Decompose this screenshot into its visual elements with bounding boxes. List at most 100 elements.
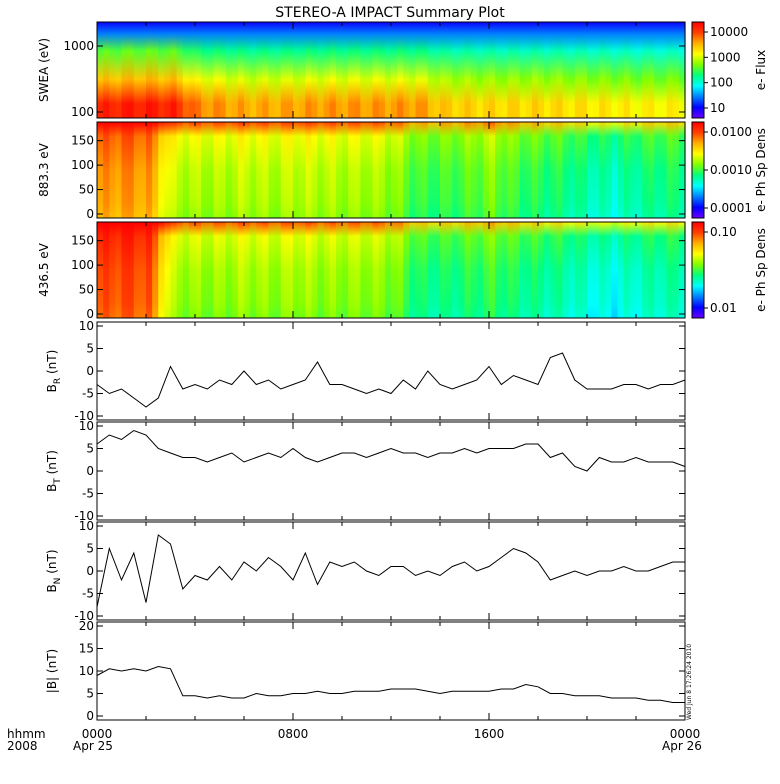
heatmap-cell xyxy=(660,122,668,218)
heatmap-cell xyxy=(636,22,643,118)
heatmap-cell xyxy=(384,22,392,118)
heatmap-cell xyxy=(623,22,631,118)
heatmap-cell xyxy=(237,222,245,318)
heatmap-cell xyxy=(599,222,606,318)
heatmap-cell xyxy=(335,222,343,318)
heatmap-cell xyxy=(391,22,398,118)
heatmap-cell xyxy=(372,122,380,218)
heatmap-cell xyxy=(127,222,135,318)
heatmap-cell xyxy=(115,122,123,218)
y-tick-label: 10 xyxy=(79,519,94,533)
heatmap-cell xyxy=(244,222,251,318)
heatmap-cell xyxy=(133,222,141,318)
heatmap-cell xyxy=(139,222,147,318)
heatmap-cell xyxy=(556,222,564,318)
heatmap-cell xyxy=(397,22,404,118)
heatmap-cell xyxy=(593,222,600,318)
heatmap-cell xyxy=(335,22,343,118)
panel-4: 10 5 0 -5 -10 BR (nT) xyxy=(45,319,686,423)
heatmap-cell xyxy=(660,22,668,118)
heatmap-cell xyxy=(207,122,214,218)
heatmap-cell xyxy=(495,222,502,318)
colorbar-label: e- Flux xyxy=(754,50,768,90)
heatmap-cell xyxy=(97,122,104,218)
colorbar-label: e- Ph Sp Dens xyxy=(754,228,768,312)
heatmap-cell xyxy=(654,22,662,118)
heatmap-cell xyxy=(666,222,674,318)
y-tick-label: 10 xyxy=(79,319,94,333)
heatmap-cell xyxy=(623,122,631,218)
heatmap-cell xyxy=(378,122,386,218)
heatmap-cell xyxy=(587,22,594,118)
heatmap-cell xyxy=(97,222,104,318)
y-tick-label: 5 xyxy=(86,342,94,356)
heatmap-cell xyxy=(176,22,184,118)
heatmap-cell xyxy=(317,222,325,318)
heatmap-cell xyxy=(109,22,116,118)
colorbar xyxy=(691,21,705,119)
heatmap-cell xyxy=(250,122,257,218)
y-tick-label: -5 xyxy=(82,387,94,401)
heatmap-cell xyxy=(525,222,533,318)
heatmap-cell xyxy=(636,122,643,218)
heatmap-cell xyxy=(103,22,110,118)
y-tick-label: 100 xyxy=(71,258,94,272)
heatmap-cell xyxy=(323,122,331,218)
y-tick-label: 100 xyxy=(71,105,94,119)
heatmap-cell xyxy=(323,222,331,318)
heatmap-cell xyxy=(538,222,545,318)
heatmap-cell xyxy=(121,22,129,118)
heatmap-cell xyxy=(678,122,686,218)
heatmap-cell xyxy=(562,22,570,118)
heatmap-cell xyxy=(550,122,557,218)
heatmap-cell xyxy=(476,122,484,218)
heatmap-cell xyxy=(538,122,545,218)
heatmap-cell xyxy=(531,22,539,118)
heatmap-cell xyxy=(611,22,619,118)
heatmap-cell xyxy=(513,222,521,318)
heatmap-cell xyxy=(188,122,196,218)
heatmap-cell xyxy=(293,222,300,318)
y-tick-label: 1000 xyxy=(63,39,94,53)
heatmap-cell xyxy=(262,122,270,218)
heatmap-cell xyxy=(617,222,625,318)
heatmap-cell xyxy=(231,22,239,118)
heatmap-cell xyxy=(280,122,288,218)
x-tick-label: 0800 xyxy=(278,727,309,741)
heatmap-cell xyxy=(305,222,312,318)
heatmap-cell xyxy=(531,222,539,318)
heatmap-cell xyxy=(538,22,545,118)
footer-date-start: Apr 25 xyxy=(73,739,113,753)
heatmap-cell xyxy=(587,222,594,318)
heatmap-cell xyxy=(550,22,557,118)
heatmap-cell xyxy=(201,22,208,118)
heatmap-cell xyxy=(237,122,245,218)
heatmap-cell xyxy=(127,22,135,118)
heatmap-cell xyxy=(501,22,508,118)
heatmap-cell xyxy=(237,22,245,118)
heatmap-cell xyxy=(666,122,674,218)
footer-year: 2008 xyxy=(7,739,38,753)
heatmap-cell xyxy=(648,122,655,218)
y-tick-label: 0 xyxy=(86,464,94,478)
heatmap-cell xyxy=(440,22,447,118)
heatmap-cell xyxy=(476,222,484,318)
heatmap-cell xyxy=(482,22,490,118)
panel-6: 10 5 0 -5 -10 BN (nT) xyxy=(45,519,686,623)
heatmap-cell xyxy=(366,22,374,118)
heatmap-cell xyxy=(489,22,496,118)
heatmap-cell xyxy=(213,122,221,218)
heatmap-cell xyxy=(121,222,129,318)
footer-date-end: Apr 26 xyxy=(662,739,702,753)
y-tick-label: 15 xyxy=(79,642,94,656)
heatmap-cell xyxy=(556,122,564,218)
heatmap-cell xyxy=(231,222,239,318)
heatmap-cell xyxy=(335,122,343,218)
heatmap-cell xyxy=(648,222,655,318)
panel-5: 10 5 0 -5 -10 BT (nT) xyxy=(45,419,686,523)
heatmap-cell xyxy=(489,122,496,218)
heatmap-cell xyxy=(580,122,588,218)
heatmap-cell xyxy=(446,122,453,218)
heatmap-cell xyxy=(391,222,398,318)
